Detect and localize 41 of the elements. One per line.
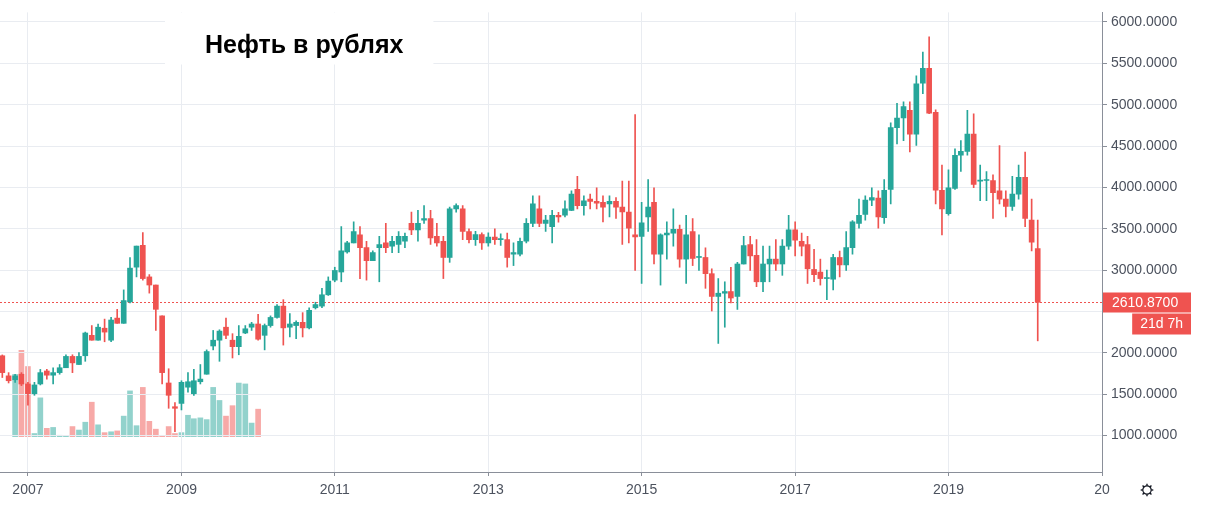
x-tick-label: 2013 xyxy=(472,481,505,498)
text: 21d 7h xyxy=(1140,315,1183,332)
bar xyxy=(88,401,95,437)
y-tick-label: 5000.0000 xyxy=(1111,95,1178,112)
y-tick-label: 3500.0000 xyxy=(1111,219,1178,236)
bar xyxy=(255,408,261,437)
x-tick-label: 2015 xyxy=(626,481,658,498)
candlestick xyxy=(172,402,178,433)
x-tick-label: 2019 xyxy=(932,481,965,498)
candlestick xyxy=(645,179,651,232)
candlestick xyxy=(376,236,383,283)
ref-line-label: 2610.8700 xyxy=(1112,294,1179,311)
candlestick xyxy=(696,234,702,271)
x-tick-label: 2017 xyxy=(779,481,811,498)
candlestick xyxy=(581,195,587,216)
x-tick-label: 2009 xyxy=(165,481,198,498)
y-tick-label: 6000.0000 xyxy=(1111,12,1178,29)
bar xyxy=(108,431,114,437)
candlestick xyxy=(421,205,427,224)
candlestick xyxy=(491,228,498,245)
bar xyxy=(12,374,18,437)
y-tick-label: 4000.0000 xyxy=(1111,178,1178,195)
y-tick-label: 1000.0000 xyxy=(1111,426,1178,443)
y-tick-label: 4500.0000 xyxy=(1111,136,1178,153)
candlestick xyxy=(497,233,504,246)
y-tick-label: 5500.0000 xyxy=(1111,54,1178,71)
y-tick-label: 2000.0000 xyxy=(1111,343,1178,360)
bar xyxy=(44,427,50,437)
candlestick xyxy=(632,114,638,271)
candlestick xyxy=(773,239,779,271)
bar xyxy=(95,424,101,437)
candlestick xyxy=(382,223,389,253)
candlestick xyxy=(868,187,875,206)
x-tick-label: 2011 xyxy=(319,481,351,498)
candlestick xyxy=(415,210,421,242)
y-tick-label: 3000.0000 xyxy=(1111,260,1178,277)
text: Нефть в рублях xyxy=(205,30,404,59)
y-tick-label: 1500.0000 xyxy=(1111,385,1178,402)
candlestick xyxy=(619,180,626,245)
x-tick-label: 20 xyxy=(1094,481,1110,498)
x-tick-label: 2007 xyxy=(12,481,44,498)
